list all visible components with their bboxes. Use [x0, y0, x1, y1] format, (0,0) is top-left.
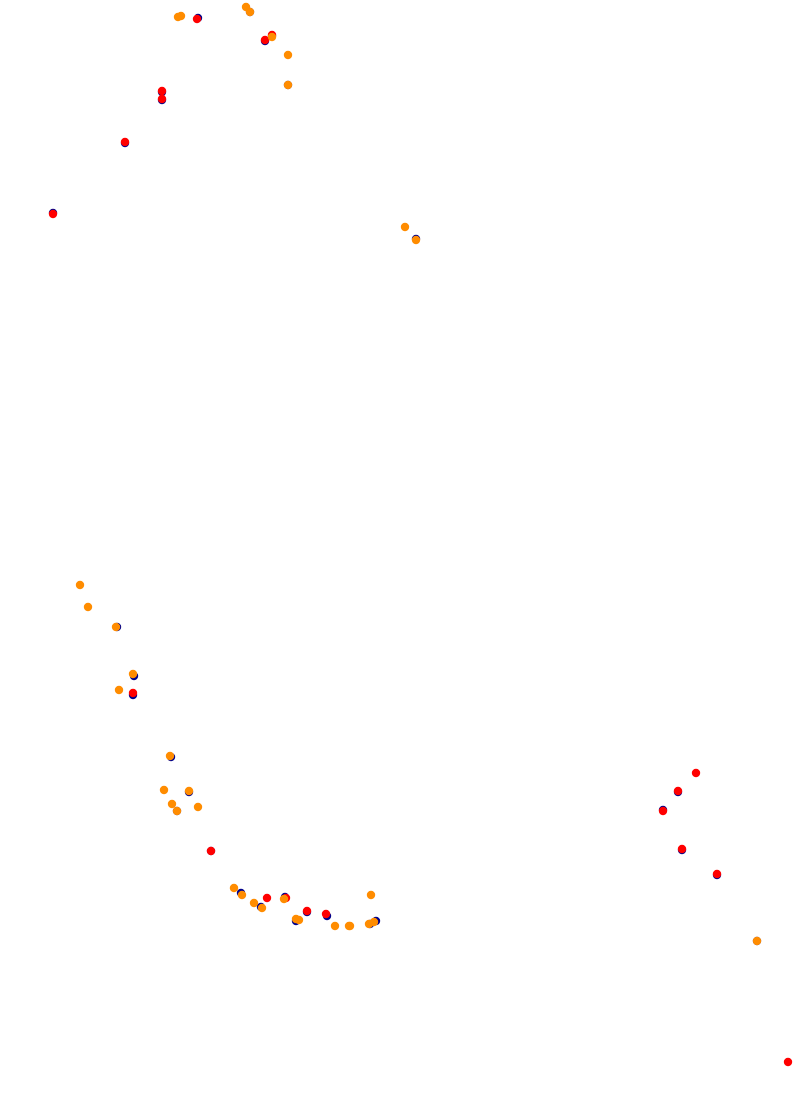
data-point [75, 580, 85, 590]
data-point [345, 921, 355, 931]
data-point [673, 786, 683, 796]
series-2 [75, 2, 762, 946]
data-point [321, 909, 331, 919]
data-point [267, 32, 277, 42]
data-point [257, 903, 267, 913]
data-point [279, 894, 289, 904]
data-point [128, 669, 138, 679]
data-point [262, 893, 272, 903]
data-point [752, 936, 762, 946]
data-point [192, 14, 202, 24]
data-point [783, 1057, 793, 1067]
data-point [167, 799, 177, 809]
data-point [128, 688, 138, 698]
data-point [712, 869, 722, 879]
data-point [165, 751, 175, 761]
data-point [283, 50, 293, 60]
data-point [691, 768, 701, 778]
data-point [245, 7, 255, 17]
data-point [369, 917, 379, 927]
data-point [291, 914, 301, 924]
data-point [411, 235, 421, 245]
data-point [229, 883, 239, 893]
data-point [111, 622, 121, 632]
data-point [184, 786, 194, 796]
data-point [120, 137, 130, 147]
data-point [249, 898, 259, 908]
data-point [658, 806, 668, 816]
data-point [237, 890, 247, 900]
data-point [677, 844, 687, 854]
data-point [283, 80, 293, 90]
data-point [159, 785, 169, 795]
data-point [157, 94, 167, 104]
data-point [172, 806, 182, 816]
data-point [206, 846, 216, 856]
data-point [83, 602, 93, 612]
data-point [114, 685, 124, 695]
data-point [260, 35, 270, 45]
data-point [400, 222, 410, 232]
data-point [330, 921, 340, 931]
data-point [157, 86, 167, 96]
data-point [48, 209, 58, 219]
data-point [193, 802, 203, 812]
series-layer [48, 2, 793, 1067]
series-0 [48, 7, 762, 946]
data-point [366, 890, 376, 900]
series-1 [48, 14, 793, 1067]
data-point [176, 11, 186, 21]
data-point [302, 906, 312, 916]
